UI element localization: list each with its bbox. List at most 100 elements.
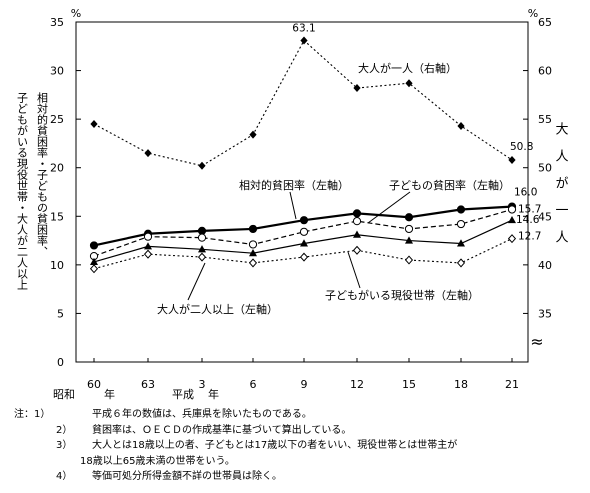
data-point: [352, 209, 362, 218]
poverty-rate-chart: % % ≈ 相対的貧困率・子どもの貧困率、 子どもがいる現役世帯・大人が二人以上…: [16, 7, 569, 401]
data-point: [144, 242, 152, 250]
data-point: [457, 239, 465, 247]
data-point: [299, 216, 309, 225]
left-axis-tick-label: 15: [50, 210, 64, 223]
end-data-label: 16.0: [514, 187, 537, 199]
footnote-1: 注：1） 平成６年の数値は、兵庫県を除いたものである。: [6, 407, 588, 423]
footnote-text: 等価可処分所得金額不詳の世帯員は除く。: [92, 471, 282, 482]
data-point: [198, 245, 206, 253]
data-point: [353, 84, 361, 93]
left-axis-tick-label: 35: [50, 16, 64, 29]
data-point: [507, 205, 517, 214]
peak-data-label: 63.1: [292, 22, 315, 34]
data-point: [353, 230, 361, 238]
data-point: [197, 252, 207, 262]
data-point: [248, 240, 258, 249]
end-data-label: 12.7: [518, 231, 541, 243]
data-point: [405, 236, 413, 244]
left-axis-tick-label: 25: [50, 113, 64, 126]
footnote-3: 3） 大人とは18歳以上の者、子どもとは17歳以下の者をいい、現役世帯とは世帯主が: [6, 438, 588, 454]
annotation-two-adults: 大人が二人以上（左軸）: [157, 302, 278, 316]
data-point: [456, 205, 466, 214]
era-year-suffix-showa: 年: [104, 387, 115, 401]
data-point: [299, 252, 309, 262]
data-point: [352, 217, 362, 226]
data-point: [300, 239, 308, 247]
data-point: [90, 120, 98, 128]
leader-two-adults: [187, 262, 206, 301]
right-axis-break-mark: ≈: [530, 332, 543, 351]
leader-child-poverty: [367, 191, 411, 224]
footnote-number: 2）: [56, 424, 73, 436]
data-point: [300, 36, 308, 45]
data-point: [404, 213, 414, 222]
right-axis-tick-label: 60: [538, 65, 552, 78]
end-data-label: 14.6: [516, 214, 540, 226]
footnote-number: 4）: [56, 471, 73, 482]
data-point: [143, 249, 153, 259]
data-point: [456, 219, 466, 229]
data-point: [249, 130, 257, 139]
left-axis-tick-label: 0: [57, 356, 64, 369]
data-point: [508, 215, 516, 224]
footnotes: 注：1） 平成６年の数値は、兵庫県を除いたものである。 2） 貧困率は、ＯＥＣＤの作…: [6, 407, 588, 485]
left-axis-title-part1: 相対的貧困率・子どもの貧困率、: [36, 92, 49, 257]
footnote-text: 平成６年の数値は、兵庫県を除いたものである。: [92, 409, 312, 420]
left-axis-title-part2: 子どもがいる現役世帯・大人が二人以上: [16, 92, 29, 290]
x-axis-tick-label: 12: [350, 378, 364, 391]
x-axis-tick-label: 15: [402, 378, 416, 391]
data-point: [248, 258, 258, 268]
footnote-text: 大人とは18歳以上の者、子どもとは17歳以下の者をいい、現役世帯とは世帯主が: [92, 440, 458, 451]
annotation-working-households: 子どもがいる現役世帯（左軸）: [325, 288, 479, 302]
data-point: [89, 264, 99, 274]
data-point: [299, 227, 309, 236]
data-point: [248, 224, 258, 234]
x-axis-tick-label: 3: [199, 378, 206, 391]
data-point: [404, 224, 414, 234]
series-line-0: [93, 205, 513, 247]
footnote-text: 貧困率は、ＯＥＣＤの作成基準に基づいて算出している。: [92, 424, 352, 436]
annotation-relative-poverty: 相対的貧困率（左軸）: [239, 178, 349, 192]
footnote-3-continued: 18歳以上65歳未満の世帯をいう。: [6, 454, 588, 470]
data-point: [508, 155, 516, 164]
left-axis-tick-label: 30: [50, 65, 64, 78]
right-axis-tick-label: 55: [538, 113, 552, 126]
plot-frame: [75, 21, 529, 363]
data-point: [456, 258, 466, 268]
footnote-4: 4） 等価可処分所得金額不詳の世帯員は除く。: [6, 469, 588, 485]
data-point: [198, 161, 206, 170]
data-point: [89, 241, 99, 250]
data-point: [507, 234, 517, 244]
right-axis-title: 大人が一人: [553, 122, 569, 257]
data-point: [405, 79, 413, 88]
era-label-showa: 昭和: [53, 388, 75, 401]
left-axis-tick-label: 5: [57, 307, 64, 320]
era-year-suffix-heisei: 年: [208, 387, 219, 401]
data-point: [197, 226, 207, 235]
x-axis-tick-label: 18: [454, 378, 468, 391]
annotation-child-poverty: 子どもの貧困率（左軸）: [389, 178, 510, 192]
footnote-2: 2） 貧困率は、ＯＥＣＤの作成基準に基づいて算出している。: [6, 423, 588, 439]
end-data-label: 15.7: [518, 203, 541, 215]
left-axis-tick-label: 10: [50, 259, 64, 272]
leader-relative-poverty: [289, 191, 297, 220]
footnote-number: 注：1）: [14, 409, 51, 420]
data-point: [197, 233, 207, 242]
right-axis-tick-label: 45: [538, 210, 552, 223]
x-axis-tick-label: 60: [87, 378, 101, 391]
right-axis-unit: %: [528, 7, 538, 20]
right-axis-tick-label: 35: [538, 307, 552, 320]
data-point: [249, 249, 257, 257]
right-axis-tick-label: 50: [538, 162, 552, 175]
x-axis-tick-label: 9: [301, 378, 308, 391]
end-data-label: 50.8: [510, 141, 533, 153]
x-axis-tick-label: 21: [505, 378, 519, 391]
data-point: [457, 121, 465, 130]
x-axis-tick-label: 6: [250, 378, 257, 391]
leader-working-households: [347, 251, 361, 289]
data-point: [404, 255, 414, 265]
right-axis-tick-label: 40: [538, 259, 552, 272]
left-axis-tick-label: 20: [50, 162, 64, 175]
series-line-1: [93, 208, 513, 257]
era-label-heisei: 平成: [172, 388, 194, 401]
